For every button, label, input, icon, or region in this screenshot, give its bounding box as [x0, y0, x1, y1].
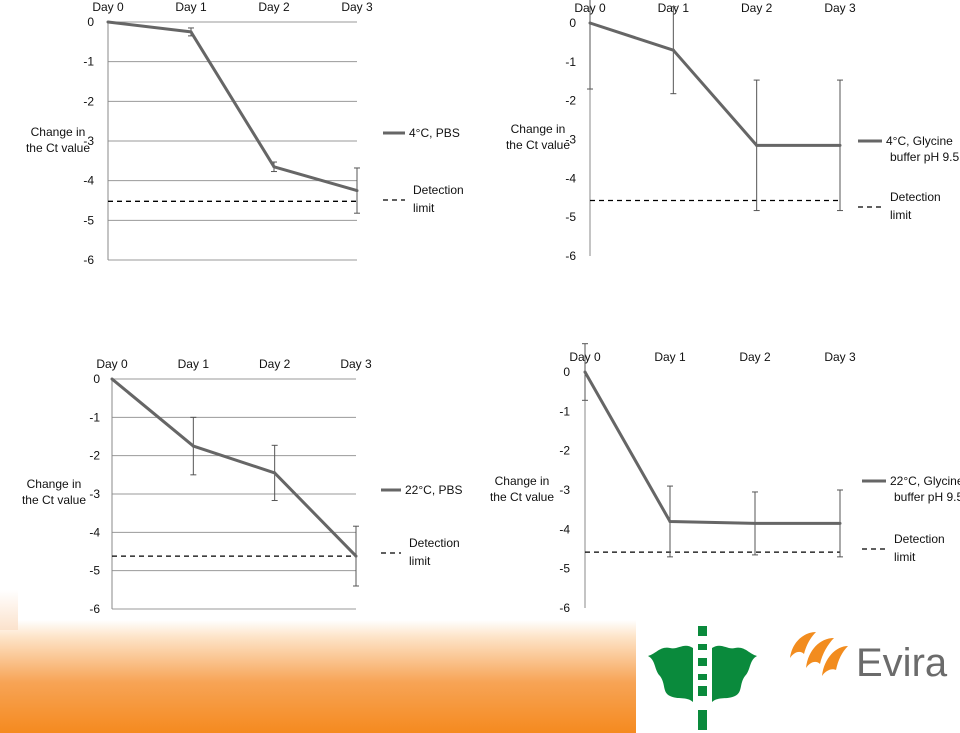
data-point	[838, 143, 842, 147]
y-tick-label: -4	[559, 522, 570, 536]
y-tick-label: -3	[89, 487, 100, 501]
data-point	[110, 377, 114, 381]
x-tick-label: Day 1	[654, 350, 686, 364]
y-tick-label: 0	[563, 365, 570, 379]
legend-label-detection: Detection limit	[409, 536, 460, 568]
y-tick-label: -1	[89, 410, 100, 424]
legend-label-detection: Detection limit	[413, 183, 464, 215]
y-tick-label: -5	[559, 562, 570, 576]
data-point	[106, 20, 110, 24]
evira-wordmark: Evira	[856, 641, 948, 685]
flame-emblem-icon	[648, 626, 757, 730]
y-tick-label: -1	[565, 55, 576, 69]
data-point	[753, 521, 757, 525]
y-tick-label: -4	[89, 525, 100, 539]
y-tick-label: -2	[559, 444, 570, 458]
x-tick-label: Day 2	[741, 1, 773, 15]
x-tick-label: Day 1	[178, 357, 210, 371]
legend-label-detection: Detection limit	[890, 190, 941, 222]
y-tick-label: -6	[559, 601, 570, 615]
series-line	[107, 20, 358, 193]
y-tick-label: -1	[559, 404, 570, 418]
data-point	[838, 521, 842, 525]
y-tick-label: -1	[83, 55, 94, 69]
data-point	[588, 21, 592, 25]
series-line	[583, 371, 840, 525]
x-tick-label: Day 3	[340, 357, 372, 371]
evira-swoosh-icon	[790, 632, 848, 676]
legend-label-series: 22°C, PBS	[405, 483, 463, 497]
y-tick-label: -5	[89, 564, 100, 578]
data-point	[354, 554, 358, 558]
y-axis-title: Change in the Ct value	[506, 122, 570, 152]
y-tick-label: 0	[569, 16, 576, 30]
data-point	[355, 189, 359, 193]
series-line	[111, 377, 358, 558]
y-tick-label: -4	[565, 171, 576, 185]
legend-label-detection: Detection limit	[894, 532, 945, 564]
y-tick-label: -3	[83, 134, 94, 148]
x-tick-label: Day 3	[341, 0, 373, 14]
x-tick-label: Day 3	[824, 1, 856, 15]
y-tick-label: -5	[83, 213, 94, 227]
y-tick-label: -2	[83, 94, 94, 108]
orange-footer-band	[0, 620, 636, 733]
legend-label-series: 22°C, Glycine buffer pH 9.5	[890, 474, 960, 504]
charts-root: 0 -1 -2 -3 -4 -5 -6 Day 0 Day 1 Day 2 Day 3 Change …	[22, 0, 960, 616]
y-tick-label: -2	[89, 449, 100, 463]
y-axis-title: Change in the Ct value	[22, 477, 86, 507]
x-tick-label: Day 2	[259, 357, 291, 371]
data-point	[668, 519, 672, 523]
data-point	[755, 143, 759, 147]
y-tick-label: -3	[565, 133, 576, 147]
left-footer-fade	[0, 590, 18, 630]
data-point	[272, 165, 276, 169]
legend-label-series: 4°C, PBS	[409, 126, 460, 140]
data-point	[583, 370, 587, 374]
y-tick-label: 0	[87, 15, 94, 29]
data-point	[671, 48, 675, 52]
legend-label-series: 4°C, Glycine buffer pH 9.5	[886, 134, 959, 164]
x-tick-label: Day 0	[96, 357, 128, 371]
x-tick-label: Day 2	[739, 350, 771, 364]
y-tick-label: 0	[93, 372, 100, 386]
y-tick-label: -5	[565, 210, 576, 224]
data-point	[191, 444, 195, 448]
y-tick-label: -3	[559, 483, 570, 497]
chart-panel-1: 0 -1 -2 -3 -4 -5 -6 Day 0 Day 1 Day 2 Day 3 Change …	[26, 0, 464, 267]
y-axis-title: Change in the Ct value	[490, 474, 554, 504]
y-axis-title: Change in the Ct value	[26, 125, 90, 155]
x-tick-label: Day 2	[258, 0, 290, 14]
y-tick-label: -4	[83, 174, 94, 188]
data-point	[273, 471, 277, 475]
y-tick-label: -6	[89, 602, 100, 616]
series-line	[589, 21, 840, 147]
x-tick-label: Day 0	[92, 0, 124, 14]
y-tick-label: -6	[565, 249, 576, 263]
chart-panel-3: 0 -1 -2 -3 -4 -5 -6 Day 0 Day 1 Day 2 Day 3 Change …	[22, 357, 463, 616]
data-point	[189, 30, 193, 34]
y-tick-label: -6	[83, 253, 94, 267]
y-tick-label: -2	[565, 94, 576, 108]
x-tick-label: Day 1	[175, 0, 207, 14]
x-tick-label: Day 3	[824, 350, 856, 364]
